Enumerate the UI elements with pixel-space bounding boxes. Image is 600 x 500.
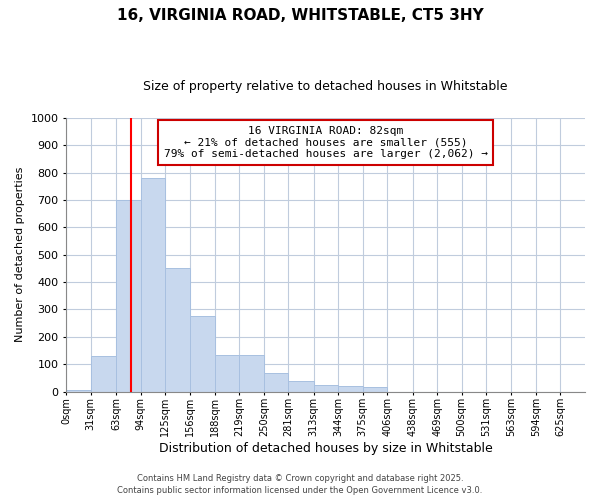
Y-axis label: Number of detached properties: Number of detached properties — [15, 167, 25, 342]
Text: 16, VIRGINIA ROAD, WHITSTABLE, CT5 3HY: 16, VIRGINIA ROAD, WHITSTABLE, CT5 3HY — [116, 8, 484, 22]
Bar — [314, 384, 338, 392]
Bar — [289, 380, 314, 392]
X-axis label: Distribution of detached houses by size in Whitstable: Distribution of detached houses by size … — [159, 442, 493, 455]
Bar — [165, 268, 190, 392]
Bar — [116, 200, 140, 392]
Bar — [338, 386, 363, 392]
Bar — [66, 390, 91, 392]
Bar — [239, 354, 264, 392]
Text: 16 VIRGINIA ROAD: 82sqm
← 21% of detached houses are smaller (555)
79% of semi-d: 16 VIRGINIA ROAD: 82sqm ← 21% of detache… — [164, 126, 488, 159]
Bar — [190, 316, 215, 392]
Title: Size of property relative to detached houses in Whitstable: Size of property relative to detached ho… — [143, 80, 508, 93]
Bar — [140, 178, 165, 392]
Bar — [363, 386, 387, 392]
Text: Contains HM Land Registry data © Crown copyright and database right 2025.
Contai: Contains HM Land Registry data © Crown c… — [118, 474, 482, 495]
Bar — [264, 373, 289, 392]
Bar — [91, 356, 116, 392]
Bar — [215, 354, 239, 392]
